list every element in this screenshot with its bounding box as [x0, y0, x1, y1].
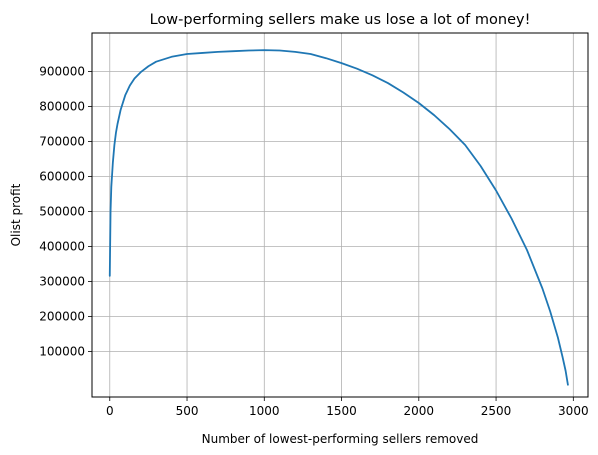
series-line: [108, 49, 569, 386]
x-axis-label: Number of lowest-performing sellers remo…: [202, 432, 479, 446]
x-tick-label: 1500: [326, 404, 357, 418]
y-axis-label: Olist profit: [9, 183, 23, 246]
y-axis: 100000 200000 300000 400000 500000 600000 7000…: [39, 65, 92, 359]
y-tick-label: 600000: [39, 170, 85, 184]
y-tick-label: 500000: [39, 205, 85, 219]
x-tick-label: 1000: [249, 404, 280, 418]
y-tick-label: 200000: [39, 310, 85, 324]
x-tick-label: 2000: [404, 404, 435, 418]
x-tick-label: 500: [176, 404, 199, 418]
x-axis: 0 500 1000 1500 2000 2500 3000: [106, 397, 589, 418]
y-tick-label: 100000: [39, 345, 85, 359]
y-tick-label: 700000: [39, 135, 85, 149]
y-tick-label: 900000: [39, 65, 85, 79]
y-tick-label: 800000: [39, 100, 85, 114]
chart-title: Low-performing sellers make us lose a lo…: [150, 12, 531, 28]
grid: [92, 33, 588, 397]
plot-frame: [91, 32, 589, 398]
y-tick-label: 400000: [39, 240, 85, 254]
y-tick-label: 300000: [39, 275, 85, 289]
x-tick-label: 0: [106, 404, 114, 418]
x-tick-label: 2500: [481, 404, 512, 418]
x-tick-label: 3000: [558, 404, 589, 418]
